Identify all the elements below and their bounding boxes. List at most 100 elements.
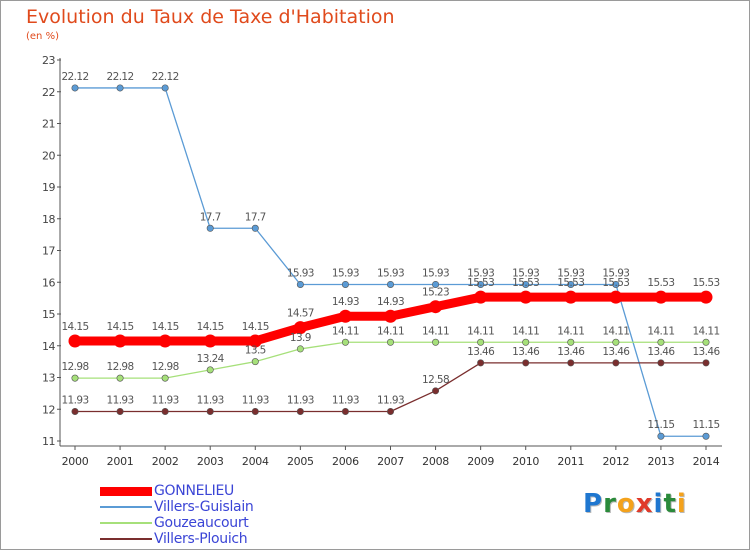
data-point — [248, 334, 262, 348]
data-label: 13.24 — [197, 353, 225, 365]
x-tick-label: 2003 — [197, 455, 224, 468]
data-label: 11.93 — [242, 394, 269, 406]
data-point — [68, 334, 82, 348]
data-point — [657, 432, 665, 440]
data-label: 14.15 — [242, 321, 269, 333]
legend-swatch — [100, 506, 152, 508]
data-label: 14.11 — [512, 325, 539, 337]
data-label: 22.12 — [107, 71, 134, 83]
data-point — [609, 290, 623, 304]
x-tick-label: 2007 — [377, 455, 404, 468]
data-point — [71, 374, 79, 382]
x-tick-label: 2005 — [287, 455, 314, 468]
y-tick-label: 12 — [42, 403, 55, 416]
legend-label: GONNELIEU — [154, 483, 234, 499]
data-label: 13.46 — [692, 346, 720, 358]
data-label: 14.15 — [61, 321, 88, 333]
logo-letter: i — [676, 489, 687, 519]
chart-unit-label: (en %) — [26, 31, 59, 42]
data-point — [251, 358, 259, 366]
data-point — [699, 290, 713, 304]
data-point — [702, 359, 710, 367]
data-label: 14.11 — [692, 325, 719, 337]
x-tick-label: 2013 — [648, 455, 675, 468]
data-point — [657, 338, 665, 346]
data-point — [293, 321, 307, 335]
x-tick-label: 2011 — [557, 455, 584, 468]
data-label: 13.46 — [467, 346, 495, 358]
data-label: 11.93 — [107, 394, 134, 406]
data-point — [206, 407, 214, 415]
legend-label: Gouzeaucourt — [154, 515, 249, 531]
data-point — [477, 359, 485, 367]
data-point — [432, 280, 440, 288]
data-point — [654, 290, 668, 304]
legend-swatch — [100, 486, 152, 496]
data-label: 15.23 — [422, 287, 449, 299]
y-tick-label: 13 — [42, 372, 55, 385]
data-label: 12.98 — [107, 361, 134, 373]
data-label: 12.98 — [61, 361, 88, 373]
y-tick-label: 15 — [42, 308, 55, 321]
data-point — [116, 407, 124, 415]
data-label: 15.53 — [467, 277, 494, 289]
y-tick-label: 22 — [42, 86, 55, 99]
data-point — [429, 300, 443, 314]
data-label: 17.7 — [200, 211, 221, 223]
data-label: 15.93 — [557, 267, 584, 279]
data-label: 15.53 — [692, 277, 719, 289]
y-tick-label: 21 — [42, 118, 55, 131]
data-point — [341, 280, 349, 288]
logo-letter: r — [603, 489, 617, 519]
data-label: 14.93 — [332, 296, 359, 308]
data-label: 14.11 — [377, 325, 404, 337]
data-label: 11.93 — [61, 394, 88, 406]
proxiti-logo: Proxiti — [583, 489, 687, 519]
data-label: 12.98 — [152, 361, 179, 373]
data-label: 13.46 — [512, 346, 540, 358]
data-point — [477, 280, 485, 288]
data-point — [206, 366, 214, 374]
data-point — [432, 338, 440, 346]
y-tick-label: 23 — [42, 54, 55, 67]
data-point — [71, 407, 79, 415]
data-label: 14.11 — [647, 325, 674, 337]
data-label: 14.11 — [422, 325, 449, 337]
data-label: 14.15 — [197, 321, 224, 333]
data-point — [477, 338, 485, 346]
legend-swatch — [100, 538, 152, 540]
data-label: 15.93 — [287, 267, 314, 279]
data-label: 14.11 — [602, 325, 629, 337]
data-point — [161, 407, 169, 415]
x-tick-label: 2010 — [512, 455, 539, 468]
data-label: 15.93 — [422, 267, 449, 279]
data-label: 14.15 — [152, 321, 179, 333]
data-point — [384, 309, 397, 323]
data-label: 15.93 — [377, 267, 404, 279]
data-point — [522, 280, 530, 288]
data-label: 15.93 — [332, 267, 359, 279]
logo-letter: P — [583, 489, 604, 519]
data-label: 13.46 — [602, 346, 630, 358]
data-point — [522, 338, 530, 346]
y-tick-label: 17 — [42, 245, 55, 258]
legend-swatch — [100, 522, 152, 524]
data-label: 17.7 — [245, 211, 266, 223]
data-label: 14.93 — [377, 296, 404, 308]
y-tick-label: 14 — [42, 340, 55, 353]
data-label: 15.53 — [557, 277, 584, 289]
data-label: 11.15 — [647, 419, 674, 431]
data-label: 15.93 — [467, 267, 494, 279]
data-point — [386, 280, 394, 288]
data-point — [116, 84, 124, 92]
data-label: 12.58 — [422, 374, 449, 386]
y-tick-label: 11 — [42, 435, 55, 448]
x-tick-label: 2004 — [242, 455, 269, 468]
data-point — [432, 387, 440, 395]
data-point — [567, 359, 575, 367]
data-point — [519, 290, 533, 304]
data-point — [296, 407, 304, 415]
x-tick-label: 2014 — [693, 455, 720, 468]
logo-letter: x — [635, 489, 654, 519]
